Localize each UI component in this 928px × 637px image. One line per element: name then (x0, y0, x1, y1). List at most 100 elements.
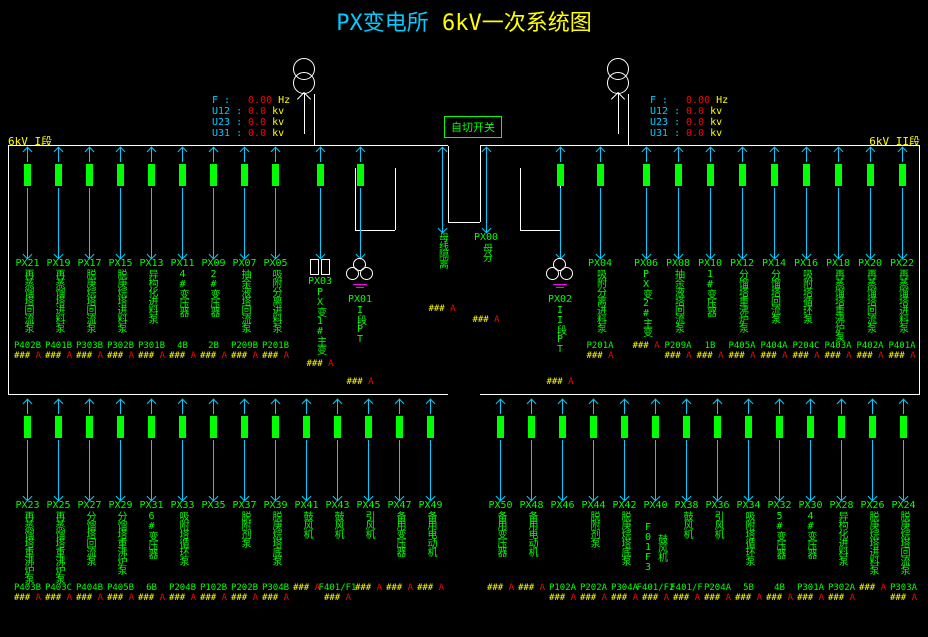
breaker[interactable] (497, 416, 504, 438)
breaker[interactable] (707, 164, 714, 186)
breaker[interactable] (55, 416, 62, 438)
breaker[interactable] (179, 164, 186, 186)
breaker[interactable] (148, 416, 155, 438)
feeder-name: 吸附分离进料泵 (593, 269, 608, 341)
mid-line-7 (520, 168, 521, 230)
breaker[interactable] (86, 164, 93, 186)
feeder-reading: ### A (169, 351, 196, 361)
feeder-name: 引风机 (710, 511, 725, 583)
feeder-code: P401B (45, 341, 72, 351)
feeder-PX37: PX37脱附剂泵P202B### A (229, 400, 260, 603)
feeder-name: 鼓风机 (330, 511, 345, 583)
feeder-name: 分馏塔回流泵 (82, 511, 97, 583)
breaker[interactable] (643, 164, 650, 186)
breaker[interactable] (621, 416, 628, 438)
feeder-id: PX17 (77, 258, 101, 269)
feeder-reading: ### A (14, 351, 41, 361)
breaker[interactable] (55, 164, 62, 186)
feeder-PX39: PX39脱庚烷塔底泵P304B### A (260, 400, 291, 603)
breaker[interactable] (317, 164, 324, 186)
breaker[interactable] (117, 164, 124, 186)
feeder-reading: ### A (888, 351, 915, 361)
ground-symbol (353, 284, 367, 294)
feeder-name: 吸附塔循环泵 (799, 269, 814, 341)
breaker[interactable] (867, 164, 874, 186)
feeder-name: 引风机 (361, 511, 376, 583)
breaker[interactable] (272, 164, 279, 186)
breaker[interactable] (396, 416, 403, 438)
breaker[interactable] (24, 416, 31, 438)
feeder-name: II段PT (553, 305, 568, 377)
breaker[interactable] (771, 164, 778, 186)
breaker[interactable] (357, 164, 364, 186)
feeder-code: P403A (824, 341, 851, 351)
breaker[interactable] (900, 416, 907, 438)
feeder-name: PX变2#主变 (639, 269, 654, 341)
breaker[interactable] (272, 416, 279, 438)
breaker[interactable] (652, 416, 659, 438)
breaker[interactable] (334, 416, 341, 438)
breaker[interactable] (210, 416, 217, 438)
breaker[interactable] (148, 164, 155, 186)
breaker[interactable] (776, 416, 783, 438)
breaker[interactable] (24, 164, 31, 186)
breaker[interactable] (838, 416, 845, 438)
feeder-code: P102B (200, 583, 227, 593)
feeder-reading: ### A (735, 593, 762, 603)
breaker[interactable] (803, 164, 810, 186)
feeder-PX50: PX50备用变压器### A (485, 400, 516, 603)
breaker[interactable] (427, 416, 434, 438)
feeder-name: 抽余液塔回流泵 (237, 269, 252, 341)
breaker[interactable] (675, 164, 682, 186)
feeder-母线隔离: 母线隔离### A (420, 148, 464, 325)
feeders-bottom-left: PX23再蒸馏塔重沸炉泵P403B### APX25再蒸馏塔重沸炉泵P403C#… (12, 400, 446, 603)
breaker[interactable] (739, 164, 746, 186)
feeder-name: 吸附塔循环泵 (175, 511, 190, 583)
breaker[interactable] (241, 416, 248, 438)
breaker[interactable] (117, 416, 124, 438)
feeder-name: 母分 (479, 243, 494, 315)
feeder-PX44: PX44脱附剂泵P202A### A (578, 400, 609, 603)
breaker[interactable] (807, 416, 814, 438)
breaker[interactable] (179, 416, 186, 438)
feeder-PX10: PX101#变压器1B### A (694, 148, 726, 361)
breaker[interactable] (683, 416, 690, 438)
breaker[interactable] (303, 416, 310, 438)
feeder-id: PX19 (46, 258, 70, 269)
breaker[interactable] (745, 416, 752, 438)
breaker[interactable] (210, 164, 217, 186)
breaker[interactable] (528, 416, 535, 438)
auto-switch-button[interactable]: 自切开关 (444, 116, 502, 138)
feeder-code: P204A (704, 583, 731, 593)
feeder-id: PX39 (263, 500, 287, 511)
feeder-name: 6#变压器 (144, 511, 159, 583)
feeder-reading: ### A (231, 593, 258, 603)
feeder-name: 4#变压器 (175, 269, 190, 341)
breaker[interactable] (590, 416, 597, 438)
feeder-name: 再蒸馏塔进料泵 (895, 269, 910, 341)
feeder-code: P102A (549, 583, 576, 593)
feeder-PX43: PX43鼓风机F401/F1### A (322, 400, 353, 603)
breaker[interactable] (241, 164, 248, 186)
breaker[interactable] (714, 416, 721, 438)
feeder-id: PX40 (643, 500, 667, 511)
feeder-id: PX09 (201, 258, 225, 269)
breaker[interactable] (869, 416, 876, 438)
feeder-name: 备用变压器 (392, 511, 407, 583)
feeder-code: P302B (107, 341, 134, 351)
feeder-id: PX25 (46, 500, 70, 511)
breaker[interactable] (557, 164, 564, 186)
feeder-reading: ### A (546, 377, 573, 387)
breaker[interactable] (365, 416, 372, 438)
breaker[interactable] (559, 416, 566, 438)
breaker[interactable] (86, 416, 93, 438)
feeder-name: 2#变压器 (206, 269, 221, 341)
feeder-name: 脱庚烷塔底泵 (268, 511, 283, 583)
feeder-name: 脱庚烷塔进料泵 (865, 511, 880, 583)
breaker[interactable] (899, 164, 906, 186)
feeder-id: PX28 (829, 500, 853, 511)
feeder-id: PX44 (581, 500, 605, 511)
breaker[interactable] (835, 164, 842, 186)
breaker[interactable] (597, 164, 604, 186)
feeder-reading: ### A (262, 593, 289, 603)
